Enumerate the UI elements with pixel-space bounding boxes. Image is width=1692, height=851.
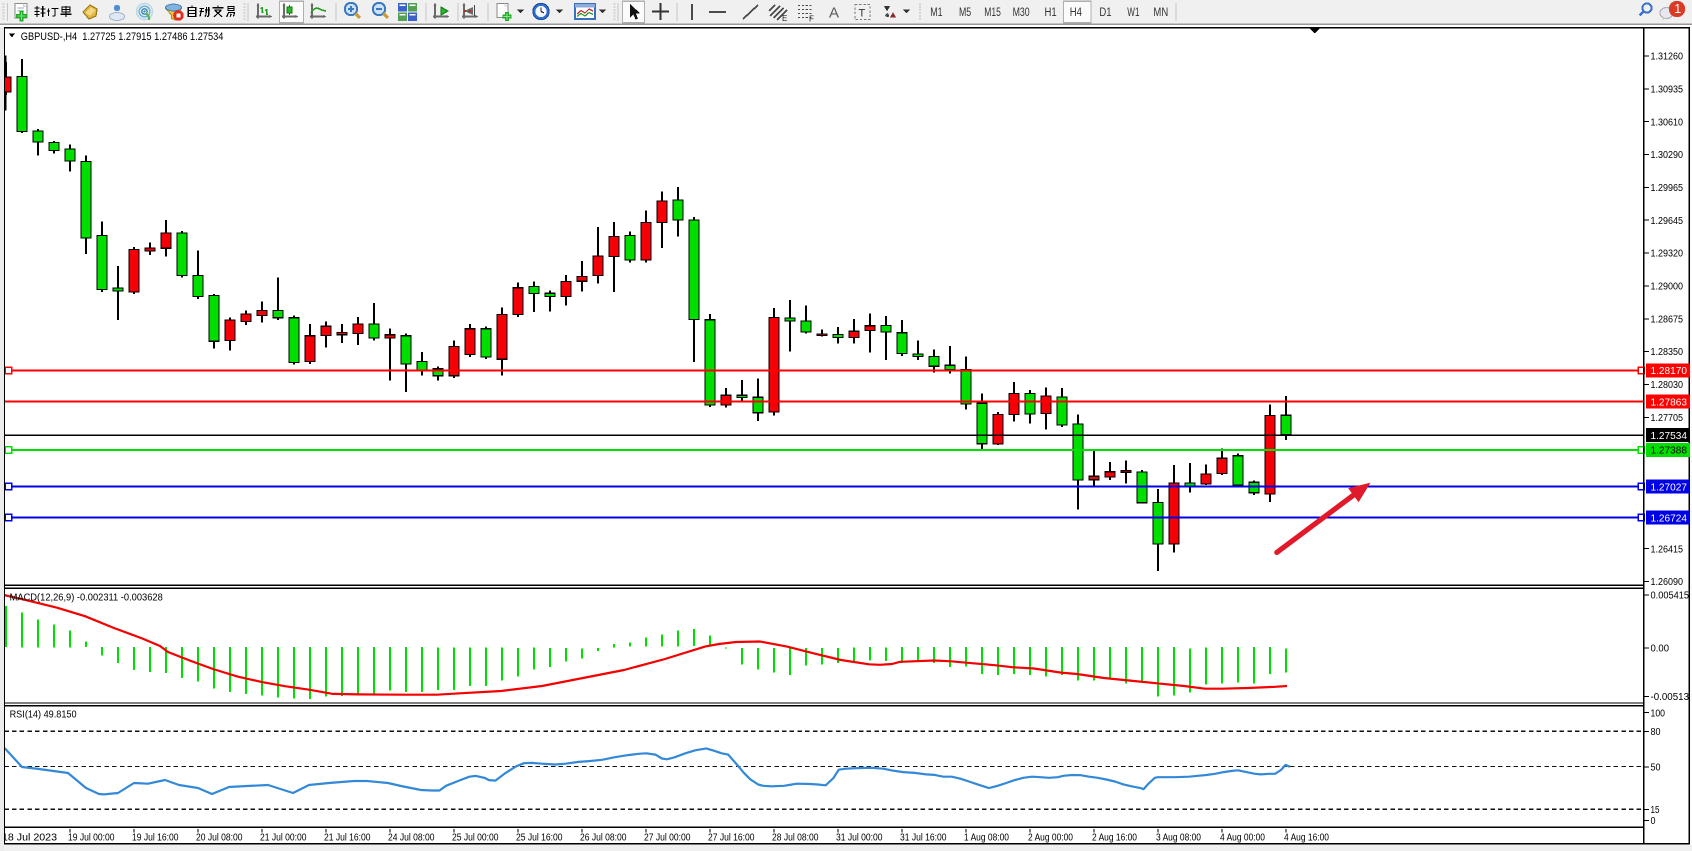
svg-text:3 Aug 08:00: 3 Aug 08:00 xyxy=(1156,832,1201,843)
svg-text:28 Jul 08:00: 28 Jul 08:00 xyxy=(772,832,819,843)
svg-text:1.28675: 1.28675 xyxy=(1651,314,1684,325)
svg-text:20 Jul 08:00: 20 Jul 08:00 xyxy=(196,832,243,843)
svg-text:4 Aug 16:00: 4 Aug 16:00 xyxy=(1284,832,1329,843)
svg-text:1.29000: 1.29000 xyxy=(1651,282,1684,293)
svg-text:1.26415: 1.26415 xyxy=(1651,544,1684,555)
svg-text:RSI(14) 49.8150: RSI(14) 49.8150 xyxy=(10,710,77,721)
svg-text:80: 80 xyxy=(1651,727,1661,738)
svg-text:25 Jul 16:00: 25 Jul 16:00 xyxy=(516,832,563,843)
svg-text:21 Jul 00:00: 21 Jul 00:00 xyxy=(260,832,307,843)
svg-text:MACD(12,26,9) -0.002311 -0.003: MACD(12,26,9) -0.002311 -0.003628 xyxy=(10,593,164,604)
svg-text:18 Jul 2023: 18 Jul 2023 xyxy=(2,832,57,843)
svg-text:31 Jul 16:00: 31 Jul 16:00 xyxy=(900,832,947,843)
svg-text:H1: H1 xyxy=(1045,7,1057,19)
svg-text:1.27534: 1.27534 xyxy=(1651,430,1688,442)
svg-text:50: 50 xyxy=(1651,763,1661,774)
svg-text:0.005415: 0.005415 xyxy=(1651,590,1690,601)
svg-text:1.27705: 1.27705 xyxy=(1651,413,1684,424)
svg-text:27 Jul 16:00: 27 Jul 16:00 xyxy=(708,832,755,843)
svg-text:M15: M15 xyxy=(984,7,1001,19)
svg-text:1.29965: 1.29965 xyxy=(1651,183,1684,194)
svg-text:1: 1 xyxy=(1674,2,1681,16)
svg-text:1.26090: 1.26090 xyxy=(1651,577,1684,588)
svg-text:1 Aug 08:00: 1 Aug 08:00 xyxy=(964,832,1009,843)
svg-text:M5: M5 xyxy=(959,7,971,19)
svg-text:24 Jul 08:00: 24 Jul 08:00 xyxy=(388,832,435,843)
svg-text:1.31260: 1.31260 xyxy=(1651,52,1684,63)
svg-text:19 Jul 00:00: 19 Jul 00:00 xyxy=(68,832,115,843)
svg-text:21 Jul 16:00: 21 Jul 16:00 xyxy=(324,832,371,843)
svg-text:31 Jul 00:00: 31 Jul 00:00 xyxy=(836,832,883,843)
svg-text:M1: M1 xyxy=(930,7,942,19)
svg-text:1.28030: 1.28030 xyxy=(1651,380,1684,391)
svg-text:1.27388: 1.27388 xyxy=(1651,445,1688,457)
svg-text:W1: W1 xyxy=(1127,7,1139,19)
svg-text:1.30290: 1.30290 xyxy=(1651,150,1684,161)
svg-text:1.27863: 1.27863 xyxy=(1651,396,1688,408)
svg-text:E: E xyxy=(782,14,787,23)
svg-text:2 Aug 00:00: 2 Aug 00:00 xyxy=(1028,832,1073,843)
svg-text:1.28170: 1.28170 xyxy=(1651,365,1688,377)
svg-text:M30: M30 xyxy=(1013,7,1030,19)
svg-text:1.27027: 1.27027 xyxy=(1651,481,1688,493)
svg-text:100: 100 xyxy=(1651,708,1666,719)
svg-text:GBPUSD-,H4 1.27725 1.27915 1.: GBPUSD-,H4 1.27725 1.27915 1.27486 1.275… xyxy=(21,31,224,43)
svg-text:0.00: 0.00 xyxy=(1651,644,1670,655)
svg-text:4 Aug 00:00: 4 Aug 00:00 xyxy=(1220,832,1265,843)
svg-text:15: 15 xyxy=(1651,805,1660,816)
svg-text:T: T xyxy=(859,8,866,20)
svg-text:F: F xyxy=(809,15,814,24)
svg-text:A: A xyxy=(829,5,839,22)
svg-text:D1: D1 xyxy=(1099,7,1111,19)
svg-text:MN: MN xyxy=(1153,7,1168,19)
svg-text:-0.00513: -0.00513 xyxy=(1651,692,1690,703)
svg-text:1.26724: 1.26724 xyxy=(1651,512,1688,524)
svg-text:27 Jul 00:00: 27 Jul 00:00 xyxy=(644,832,691,843)
svg-text:1.30610: 1.30610 xyxy=(1651,117,1684,128)
svg-text:1.30935: 1.30935 xyxy=(1651,84,1684,95)
svg-text:25 Jul 00:00: 25 Jul 00:00 xyxy=(452,832,499,843)
svg-text:26 Jul 08:00: 26 Jul 08:00 xyxy=(580,832,627,843)
svg-text:2 Aug 16:00: 2 Aug 16:00 xyxy=(1092,832,1137,843)
svg-text:1.29645: 1.29645 xyxy=(1651,216,1684,227)
svg-text:1.29320: 1.29320 xyxy=(1651,249,1684,260)
svg-text:1.28350: 1.28350 xyxy=(1651,347,1684,358)
svg-text:H4: H4 xyxy=(1070,7,1083,19)
svg-text:19 Jul 16:00: 19 Jul 16:00 xyxy=(132,832,179,843)
svg-text:0: 0 xyxy=(1651,816,1656,827)
